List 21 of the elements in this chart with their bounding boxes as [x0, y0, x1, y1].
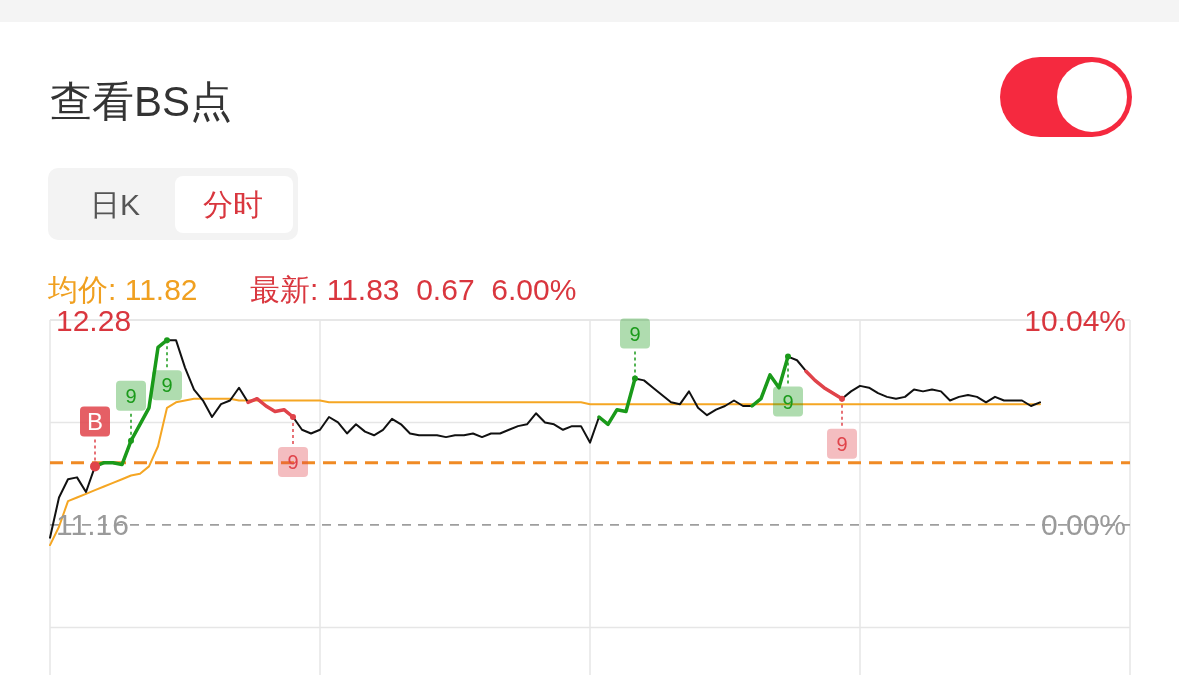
point [128, 437, 134, 444]
y-tick-label: 12.28 [56, 303, 132, 337]
point [290, 413, 296, 420]
annotation: 9 [161, 374, 173, 397]
chart-title: 查看BS点 [50, 78, 233, 125]
point [839, 395, 845, 402]
text: 均价: 11.82 [47, 273, 198, 306]
annotation: 9 [836, 432, 848, 455]
point [90, 461, 100, 472]
point [785, 353, 791, 360]
point [164, 337, 170, 344]
point [632, 375, 638, 382]
y2-tick-label: 10.04% [1024, 303, 1126, 337]
y-tick-label: 11.16 [56, 508, 129, 542]
text: 最新: 11.83 0.67 6.00% [250, 273, 577, 306]
annotation: 9 [629, 322, 641, 345]
annotation: 9 [125, 384, 137, 407]
annotation: B [86, 408, 104, 436]
text: 日K [89, 188, 141, 221]
text: 分时 [203, 188, 263, 221]
y2-tick-label: 0.00% [1040, 508, 1126, 542]
